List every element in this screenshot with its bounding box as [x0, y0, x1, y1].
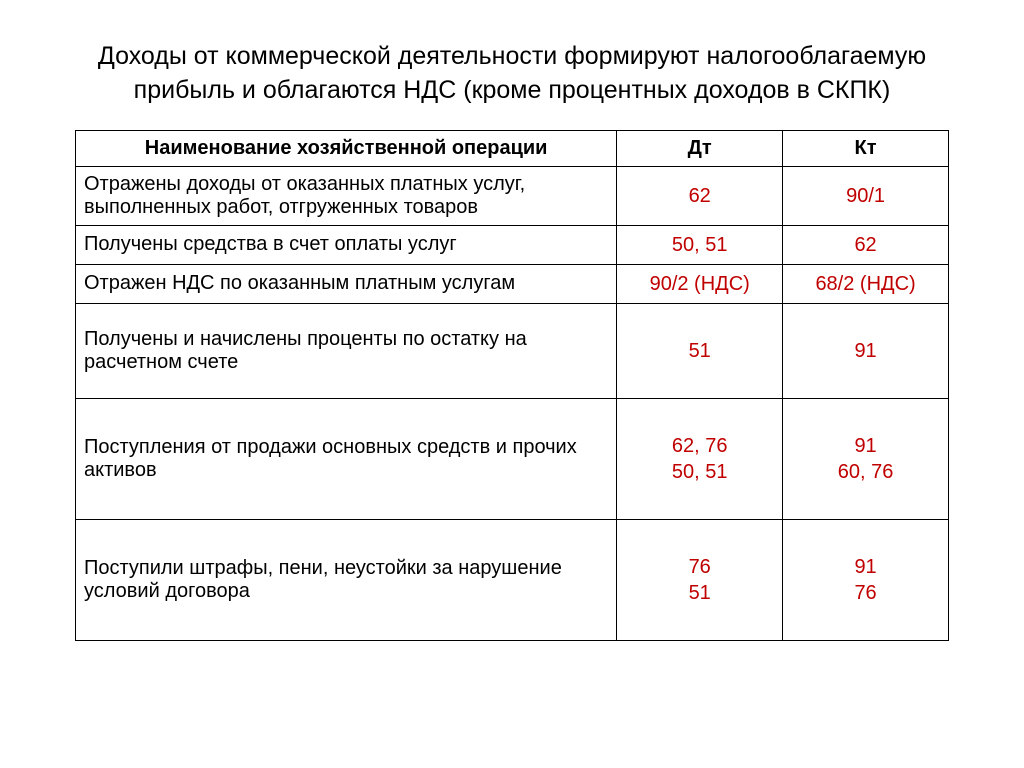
cell-credit: 68/2 (НДС) — [783, 264, 949, 303]
table-row: Поступили штрафы, пени, неустойки за нар… — [76, 519, 949, 640]
cell-debit: 90/2 (НДС) — [617, 264, 783, 303]
cell-description: Получены средства в счет оплаты услуг — [76, 225, 617, 264]
cell-debit: 7651 — [617, 519, 783, 640]
table-row: Отражены доходы от оказанных платных усл… — [76, 166, 949, 225]
cell-credit: 91 — [783, 303, 949, 398]
cell-debit: 50, 51 — [617, 225, 783, 264]
cell-credit: 62 — [783, 225, 949, 264]
col-header-name: Наименование хозяйственной операции — [76, 130, 617, 166]
table-header-row: Наименование хозяйственной операции Дт К… — [76, 130, 949, 166]
cell-description: Отражен НДС по оказанным платным услугам — [76, 264, 617, 303]
cell-credit: 9176 — [783, 519, 949, 640]
table-row: Поступления от продажи основных средств … — [76, 398, 949, 519]
table-row: Получены и начислены проценты по остатку… — [76, 303, 949, 398]
operations-table: Наименование хозяйственной операции Дт К… — [75, 130, 949, 641]
cell-debit: 51 — [617, 303, 783, 398]
table-row: Получены средства в счет оплаты услуг50,… — [76, 225, 949, 264]
cell-credit: 9160, 76 — [783, 398, 949, 519]
cell-credit: 90/1 — [783, 166, 949, 225]
cell-debit: 62 — [617, 166, 783, 225]
col-header-dt: Дт — [617, 130, 783, 166]
page-title: Доходы от коммерческой деятельности форм… — [75, 40, 949, 108]
table-row: Отражен НДС по оказанным платным услугам… — [76, 264, 949, 303]
col-header-kt: Кт — [783, 130, 949, 166]
cell-description: Поступления от продажи основных средств … — [76, 398, 617, 519]
cell-description: Поступили штрафы, пени, неустойки за нар… — [76, 519, 617, 640]
cell-description: Отражены доходы от оказанных платных усл… — [76, 166, 617, 225]
cell-debit: 62, 7650, 51 — [617, 398, 783, 519]
cell-description: Получены и начислены проценты по остатку… — [76, 303, 617, 398]
